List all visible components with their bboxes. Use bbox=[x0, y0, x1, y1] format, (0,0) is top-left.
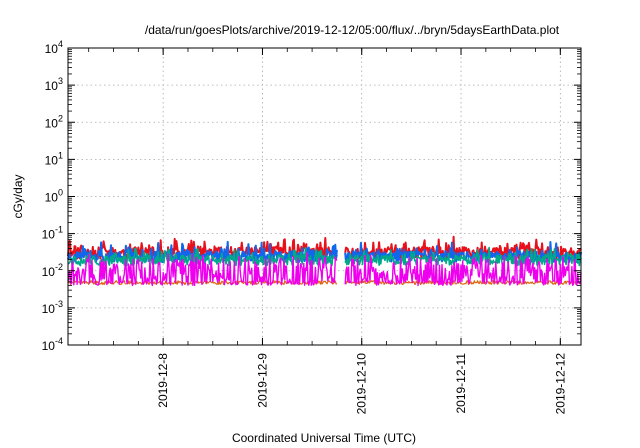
y-tick-label: 103 bbox=[45, 76, 63, 93]
y-tick-label: 10-2 bbox=[42, 262, 63, 279]
y-tick-label: 104 bbox=[45, 39, 63, 56]
x-tick-label: 2019-12-11 bbox=[454, 353, 468, 414]
plot-area bbox=[67, 235, 582, 287]
x-tick-label: 2019-12-9 bbox=[255, 353, 269, 408]
y-axis-label: cGy/day bbox=[11, 174, 25, 218]
x-tick-label: 2019-12-10 bbox=[355, 353, 369, 415]
y-tick-label: 10-1 bbox=[42, 225, 63, 242]
series-line bbox=[67, 237, 338, 260]
y-tick-label: 10-4 bbox=[42, 336, 63, 353]
y-tick-label: 101 bbox=[45, 150, 63, 167]
y-tick-label: 100 bbox=[45, 188, 63, 205]
series-line bbox=[344, 235, 582, 260]
x-tick-label: 2019-12-12 bbox=[553, 353, 567, 415]
series-line bbox=[344, 254, 582, 287]
y-tick-label: 10-3 bbox=[42, 299, 63, 316]
y-axis: 10-4 10-3 10-2 10-1 100 101 102 103 104 bbox=[42, 39, 581, 353]
series-line bbox=[67, 251, 338, 287]
x-axis-label: Coordinated Universal Time (UTC) bbox=[232, 431, 416, 445]
chart-title: /data/run/goesPlots/archive/2019-12-12/0… bbox=[145, 23, 560, 37]
y-tick-label: 102 bbox=[45, 113, 63, 130]
series-line bbox=[344, 246, 582, 267]
series-line bbox=[344, 280, 582, 285]
x-tick-label: 2019-12-8 bbox=[156, 353, 170, 408]
x-axis: 2019-12-8 2019-12-9 2019-12-10 2019-12-11 20… bbox=[88, 48, 567, 415]
